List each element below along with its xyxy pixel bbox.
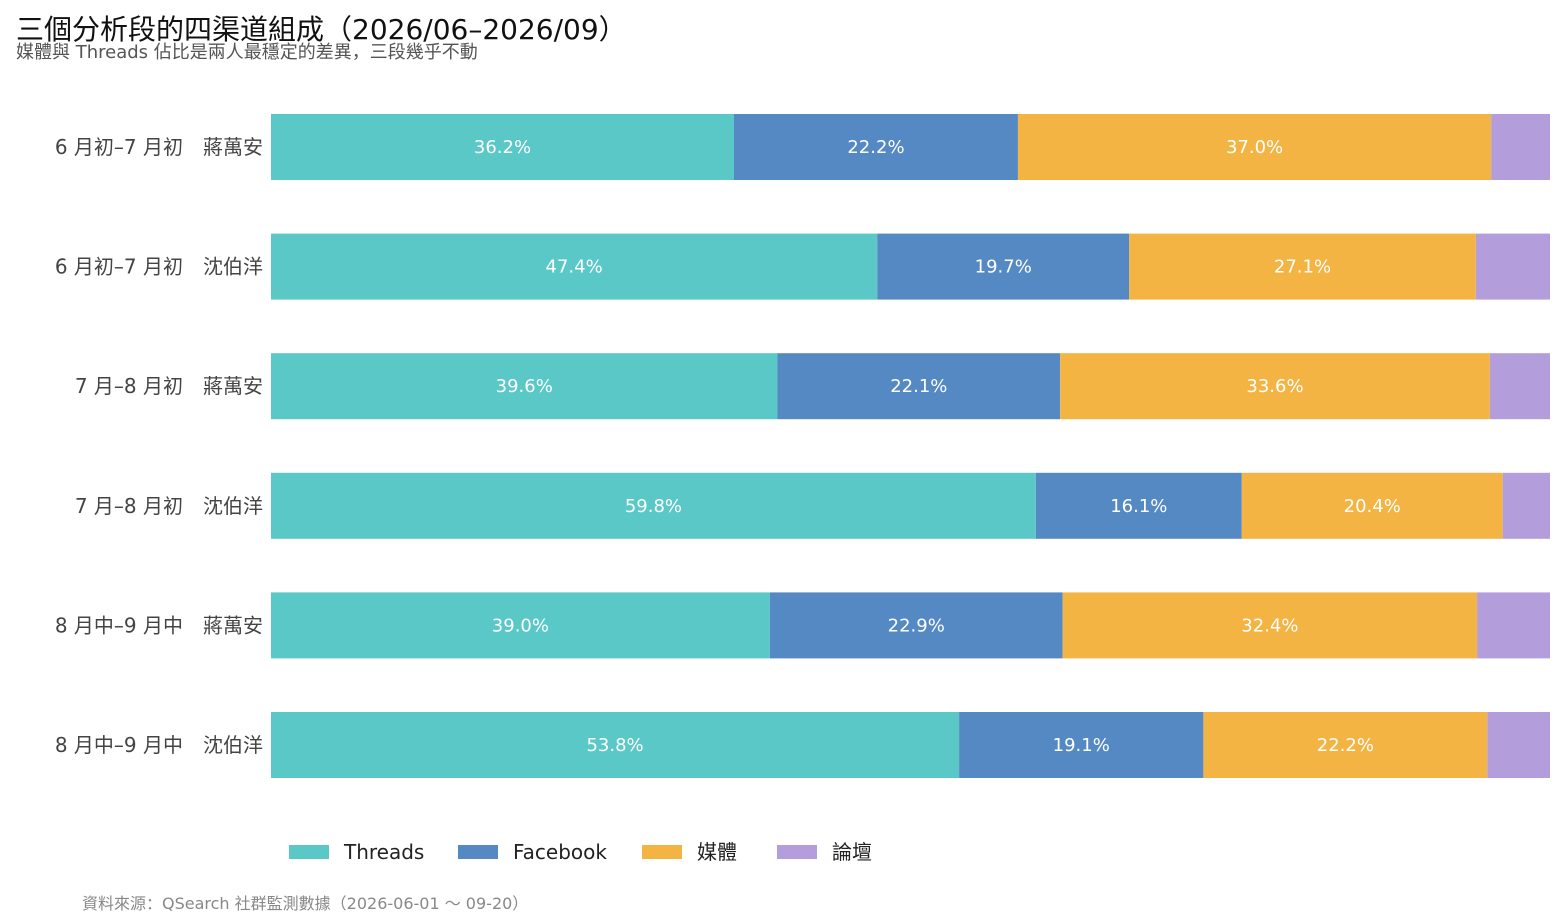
bar-segment	[1241, 472, 1503, 539]
chart-subtitle: 媒體與 Threads 佔比是兩人最穩定的差異，三段幾乎不動	[16, 42, 478, 63]
data-label: 47.4%	[546, 257, 603, 278]
bar-segment	[1062, 592, 1478, 659]
data-label: 16.1%	[1110, 496, 1167, 517]
data-label: 22.2%	[1317, 735, 1374, 756]
data-label: 22.9%	[888, 615, 945, 636]
category-label: 6 月初–7 月初 沈伯洋	[55, 255, 263, 279]
bar-segment	[271, 472, 1036, 539]
bar-segment	[1129, 233, 1476, 300]
bar-segment	[271, 114, 734, 180]
bar-segment	[1203, 712, 1488, 778]
data-label: 37.0%	[1226, 137, 1283, 158]
legend-swatch	[642, 845, 682, 859]
bar-segment	[271, 592, 770, 659]
bar-segment	[769, 592, 1063, 659]
bar-segment	[1502, 472, 1550, 539]
legend-swatch	[458, 845, 498, 859]
bar-segment	[271, 712, 960, 778]
bar-segment	[777, 353, 1061, 420]
bar-segment	[877, 233, 1130, 300]
bar-segment	[959, 712, 1204, 778]
source-note: 資料來源：QSearch 社群監測數據（2026-06-01 ～ 09-20）	[82, 894, 529, 913]
data-label: 20.4%	[1344, 496, 1401, 517]
bar-segment	[271, 233, 878, 300]
legend-label: 論壇	[832, 840, 872, 864]
bar-segment	[1491, 114, 1550, 180]
data-label: 22.1%	[890, 376, 947, 397]
legend-label: 媒體	[697, 840, 737, 864]
data-label: 19.1%	[1053, 735, 1110, 756]
data-label: 32.4%	[1241, 615, 1298, 636]
category-label: 6 月初–7 月初 蔣萬安	[55, 135, 263, 159]
bar-segment	[1035, 472, 1242, 539]
chart-title: 三個分析段的四渠道組成（2026/06–2026/09）	[16, 13, 627, 46]
data-label: 39.0%	[492, 615, 549, 636]
data-label: 53.8%	[586, 735, 643, 756]
data-label: 19.7%	[975, 257, 1032, 278]
data-label: 33.6%	[1246, 376, 1303, 397]
legend-label: Facebook	[513, 840, 607, 864]
data-label: 27.1%	[1274, 257, 1331, 278]
data-label: 22.2%	[847, 137, 904, 158]
data-label: 39.6%	[496, 376, 553, 397]
legend-swatch	[289, 845, 329, 859]
legend-swatch	[777, 845, 817, 859]
bar-segment	[271, 353, 778, 420]
data-label: 59.8%	[625, 496, 682, 517]
bar-segment	[1060, 353, 1490, 420]
legend-label: Threads	[343, 840, 424, 864]
bar-segment	[1489, 353, 1550, 420]
bar-segment	[733, 114, 1018, 180]
category-label: 8 月中–9 月中 蔣萬安	[55, 613, 263, 637]
category-label: 7 月–8 月初 蔣萬安	[75, 374, 263, 398]
data-label: 36.2%	[474, 137, 531, 158]
bar-segment	[1475, 233, 1550, 300]
bar-segment	[1017, 114, 1492, 180]
bar-segment	[1487, 712, 1550, 778]
category-label: 8 月中–9 月中 沈伯洋	[55, 733, 263, 757]
bar-segment	[1477, 592, 1550, 659]
category-label: 7 月–8 月初 沈伯洋	[75, 494, 263, 518]
